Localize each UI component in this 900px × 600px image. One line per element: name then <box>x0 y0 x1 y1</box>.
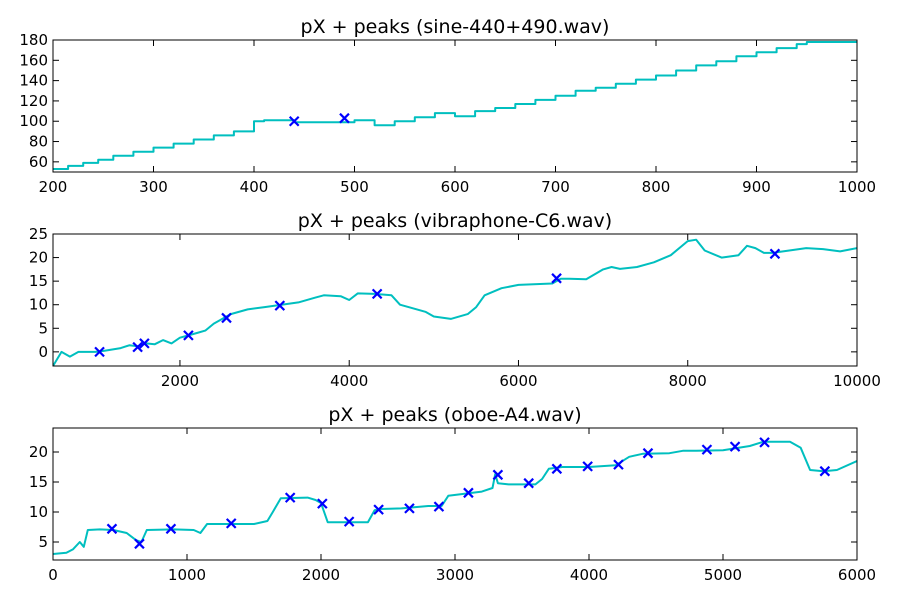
x-tick-label: 6000 <box>499 372 537 390</box>
y-tick-label: 15 <box>29 473 48 491</box>
peak-marker <box>139 338 150 349</box>
peak-marker <box>288 115 300 127</box>
y-tick-label: 180 <box>19 31 48 49</box>
x-tick-label: 1000 <box>838 178 876 196</box>
chart-title: pX + peaks (sine-440+490.wav) <box>301 16 610 38</box>
peak-marker <box>165 523 177 535</box>
x-tick-label: 500 <box>340 178 369 196</box>
peak-marker <box>221 312 232 324</box>
y-tick-label: 20 <box>29 443 48 461</box>
peak-marker <box>759 437 770 448</box>
x-tick-label: 800 <box>642 178 671 196</box>
peak-marker <box>317 498 328 509</box>
x-tick-label: 300 <box>139 178 168 196</box>
peak-marker <box>819 465 831 477</box>
x-tick-label: 900 <box>742 178 771 196</box>
y-tick-label: 140 <box>19 72 48 90</box>
chart-title: pX + peaks (vibraphone-C6.wav) <box>298 210 612 232</box>
peak-marker <box>492 469 504 481</box>
plot-frame <box>52 233 858 367</box>
x-tick-label: 8000 <box>669 372 707 390</box>
peak-marker <box>463 487 474 499</box>
peak-marker <box>613 459 624 470</box>
x-tick-label: 10000 <box>833 372 881 390</box>
y-tick-label: 10 <box>29 296 48 314</box>
y-tick-label: 60 <box>29 153 48 171</box>
y-tick-label: 80 <box>29 133 48 151</box>
x-tick-label: 4000 <box>570 566 608 584</box>
y-tick-label: 10 <box>29 503 48 521</box>
peak-marker <box>523 477 534 489</box>
chart-panel-oboe: pX + peaks (oboe-A4.wav) 0 1000 2000 3000 40… <box>29 404 876 584</box>
y-tick-label: 20 <box>29 249 48 267</box>
peak-marker <box>404 503 415 514</box>
peak-marker <box>769 248 781 260</box>
peak-marker <box>371 288 383 300</box>
peak-marker <box>551 463 563 475</box>
y-tick-label: 160 <box>19 51 48 69</box>
spectrum-line <box>53 238 857 366</box>
x-tick-label: 4000 <box>330 372 368 390</box>
peak-marker <box>582 461 593 472</box>
peak-marker <box>106 523 118 535</box>
y-tick-label: 15 <box>29 272 48 290</box>
x-tick-label: 600 <box>441 178 470 196</box>
y-tick-label: 5 <box>38 319 48 337</box>
y-tick-label: 25 <box>29 225 48 243</box>
peak-marker <box>183 330 194 341</box>
y-tick-label: 0 <box>38 343 48 361</box>
x-tick-label: 5000 <box>704 566 742 584</box>
peak-marker <box>642 447 654 459</box>
peak-marker <box>284 492 296 503</box>
peak-marker <box>343 516 355 527</box>
peak-marker <box>373 504 384 515</box>
peak-marker <box>339 112 350 124</box>
peak-marker <box>551 273 562 284</box>
peak-marker <box>274 300 286 311</box>
peak-marker <box>134 538 145 550</box>
chart-panel-vibraphone: pX + peaks (vibraphone-C6.wav) 2000 4000 6… <box>29 210 881 390</box>
x-tick-label: 1000 <box>168 566 206 584</box>
x-tick-label: 400 <box>240 178 269 196</box>
peak-marker <box>701 444 713 455</box>
y-tick-label: 120 <box>19 92 48 110</box>
peak-marker <box>94 346 105 358</box>
spectrum-line <box>53 41 857 170</box>
chart-title: pX + peaks (oboe-A4.wav) <box>328 404 581 426</box>
x-tick-label: 3000 <box>436 566 474 584</box>
x-tick-label: 2000 <box>161 372 199 390</box>
y-tick-label: 100 <box>19 112 48 130</box>
x-tick-label: 700 <box>541 178 570 196</box>
peak-marker <box>433 501 445 512</box>
spectrum-line <box>53 440 857 555</box>
x-tick-label: 200 <box>39 178 68 196</box>
peak-marker <box>225 518 237 529</box>
x-tick-label: 2000 <box>302 566 340 584</box>
y-tick-label: 5 <box>38 533 48 551</box>
x-tick-label: 0 <box>48 566 58 584</box>
peak-marker <box>132 341 143 353</box>
x-tick-label: 6000 <box>838 566 876 584</box>
peak-marker <box>729 441 741 452</box>
chart-panel-sine: pX + peaks (sine-440+490.wav) 200 300 400 5… <box>19 16 876 196</box>
